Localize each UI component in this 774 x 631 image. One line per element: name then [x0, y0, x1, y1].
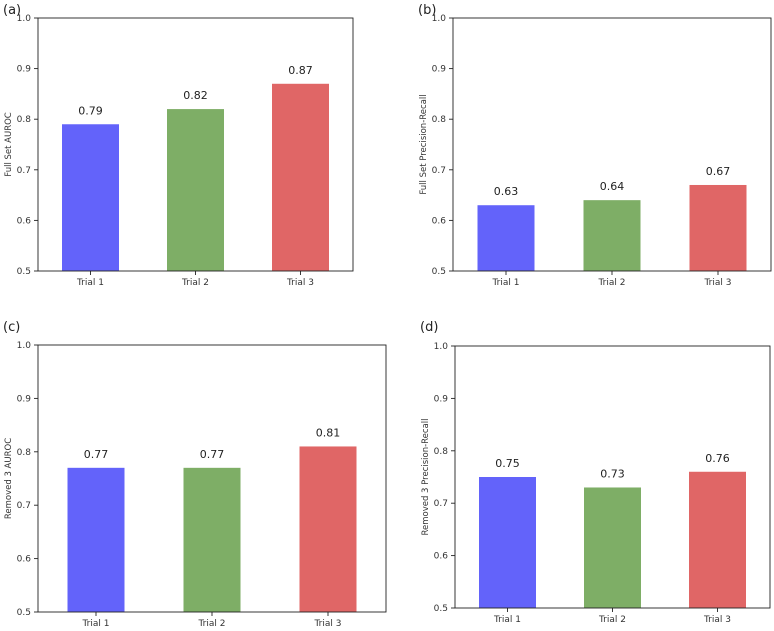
y-tick-label: 0.7 — [17, 501, 31, 511]
chart-panel-4: (d) 0.5 0.6 0.7 0.8 0.9 1.0 Removed 3 Precision… — [420, 320, 771, 625]
y-tick-label: 0.8 — [17, 115, 32, 125]
y-tick-label: 0.9 — [17, 394, 32, 404]
y-tick-label: 1.0 — [17, 14, 32, 24]
bar-value-label: 0.67 — [706, 165, 731, 178]
bar-trial-1 — [479, 477, 536, 608]
y-tick-label: 0.7 — [434, 499, 448, 509]
y-tick-label: 1.0 — [434, 342, 449, 352]
y-axis-label: Full Set Precision-Recall — [419, 94, 429, 194]
chart-panel-3: (c) 0.5 0.6 0.7 0.8 0.9 1.0 Removed 3 AUROC 0.77… — [3, 320, 387, 629]
x-tick-label: Trial 1 — [493, 615, 521, 625]
y-axis-label: Removed 3 Precision-Recall — [421, 418, 431, 535]
y-tick-label: 0.9 — [432, 65, 447, 75]
y-tick-label: 1.0 — [432, 14, 447, 24]
chart-panel-1: (a) 0.5 0.6 0.7 0.8 0.9 1.0 Full Set AUROC 0.79 T… — [3, 3, 354, 288]
y-tick-label: 0.6 — [17, 216, 32, 226]
y-tick-label: 0.9 — [17, 65, 32, 75]
x-tick-label: Trial 1 — [492, 278, 520, 288]
bar-value-label: 0.75 — [495, 457, 520, 470]
bar-value-label: 0.79 — [78, 104, 103, 117]
y-axis-label: Removed 3 AUROC — [4, 438, 14, 519]
y-tick-label: 0.5 — [17, 267, 31, 277]
plot-frame — [37, 344, 387, 613]
bar-value-label: 0.76 — [705, 452, 730, 465]
bar-trial-1 — [67, 467, 125, 612]
y-tick-label: 0.5 — [17, 608, 31, 618]
x-tick-label: Trial 3 — [703, 615, 731, 625]
y-tick-label: 0.6 — [17, 555, 32, 565]
y-tick-label: 1.0 — [17, 341, 32, 351]
bar-trial-1 — [62, 124, 119, 271]
y-tick-label: 0.9 — [434, 394, 449, 404]
bar-value-label: 0.73 — [600, 467, 625, 480]
panel-label: (b) — [418, 3, 436, 18]
x-tick-label: Trial 2 — [598, 278, 626, 288]
bar-value-label: 0.64 — [600, 180, 625, 193]
x-tick-label: Trial 3 — [314, 619, 342, 627]
x-tick-label: Trial 1 — [82, 619, 110, 627]
plot-frame — [452, 17, 772, 272]
plot-frame — [454, 345, 771, 609]
bar-value-label: 0.87 — [288, 64, 313, 77]
bar-trial-2 — [167, 109, 224, 271]
bar-value-label: 0.77 — [84, 448, 109, 461]
panel-label: (a) — [3, 3, 21, 18]
bar-trial-2 — [583, 200, 641, 271]
x-tick-label: Trial 3 — [704, 278, 732, 288]
bar-value-label: 0.81 — [316, 426, 341, 439]
bar-value-label: 0.63 — [494, 185, 519, 198]
y-tick-label: 0.5 — [432, 267, 446, 277]
y-tick-label: 0.8 — [434, 447, 449, 457]
bar-value-label: 0.77 — [200, 448, 225, 461]
bar-trial-3 — [689, 184, 747, 271]
y-tick-label: 0.6 — [434, 552, 449, 562]
bar-trial-3 — [272, 83, 329, 271]
x-tick-label: Trial 1 — [76, 278, 104, 288]
y-tick-label: 0.5 — [434, 604, 448, 614]
panel-label: (c) — [3, 320, 20, 335]
x-tick-label: Trial 3 — [286, 278, 314, 288]
x-tick-label: Trial 2 — [198, 619, 226, 627]
y-tick-label: 0.8 — [432, 115, 447, 125]
bar-trial-2 — [183, 467, 241, 612]
bar-trial-2 — [584, 487, 641, 608]
plot-frame — [37, 17, 354, 272]
y-tick-label: 0.7 — [432, 166, 446, 176]
x-tick-label: Trial 2 — [598, 615, 626, 625]
y-axis-label: Full Set AUROC — [4, 112, 14, 177]
bar-value-label: 0.82 — [183, 89, 208, 102]
y-tick-label: 0.6 — [432, 216, 447, 226]
y-tick-label: 0.7 — [17, 166, 31, 176]
panel-label: (d) — [420, 320, 438, 335]
y-tick-label: 0.8 — [17, 448, 32, 458]
bar-trial-3 — [689, 471, 746, 608]
chart-panel-2: (b) 0.5 0.6 0.7 0.8 0.9 1.0 Full Set Precision-… — [418, 3, 772, 288]
bar-trial-3 — [299, 446, 357, 612]
x-tick-label: Trial 2 — [181, 278, 209, 288]
bar-trial-1 — [477, 205, 535, 271]
